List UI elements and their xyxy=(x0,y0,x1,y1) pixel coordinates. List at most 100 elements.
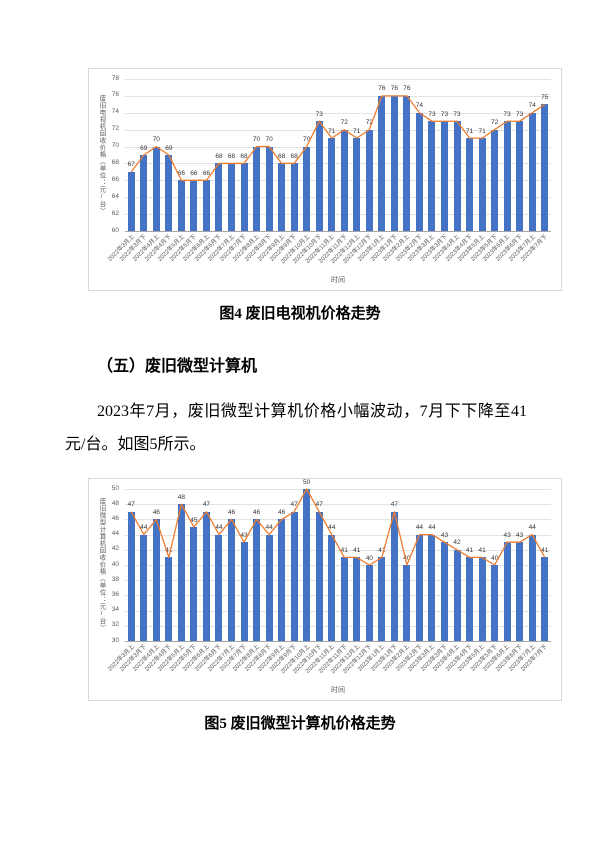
bar xyxy=(353,557,361,641)
data-label: 70 xyxy=(303,136,311,144)
data-label: 50 xyxy=(303,478,311,486)
data-label: 44 xyxy=(528,524,536,532)
gridline xyxy=(125,231,551,232)
data-label: 44 xyxy=(428,524,436,532)
data-label: 41 xyxy=(353,546,361,554)
data-label: 47 xyxy=(390,501,398,509)
data-label: 47 xyxy=(290,501,298,509)
data-label: 47 xyxy=(202,501,211,509)
data-label: 44 xyxy=(415,524,424,532)
y-tick-label: 70 xyxy=(111,142,119,150)
data-label: 46 xyxy=(277,508,286,516)
y-tick-label: 62 xyxy=(111,209,119,217)
bar xyxy=(215,163,223,231)
bar xyxy=(378,557,386,641)
bar xyxy=(403,565,411,641)
bar xyxy=(290,511,298,641)
bar xyxy=(127,171,135,231)
y-tick-label: 60 xyxy=(111,226,119,234)
bar xyxy=(265,146,273,231)
data-label: 73 xyxy=(315,110,323,118)
data-label: 43 xyxy=(240,531,248,539)
gridline xyxy=(125,610,551,612)
y-tick-label: 50 xyxy=(111,484,119,492)
bar xyxy=(315,511,323,641)
data-label: 47 xyxy=(315,501,323,509)
data-label: 48 xyxy=(177,493,185,501)
gridline xyxy=(125,565,551,566)
data-label: 41 xyxy=(378,546,386,554)
data-label: 70 xyxy=(252,136,261,144)
bar xyxy=(541,557,549,641)
y-tick-label: 38 xyxy=(111,575,119,583)
bar xyxy=(365,565,373,641)
data-label: 73 xyxy=(453,110,461,118)
y-tick-label: 76 xyxy=(111,91,119,99)
figure4-caption: 图4 废旧电视机价格走势 xyxy=(219,306,381,322)
gridline xyxy=(125,519,551,521)
bar xyxy=(378,95,386,231)
gridline xyxy=(125,595,551,597)
data-label: 73 xyxy=(428,110,436,118)
data-label: 75 xyxy=(541,93,549,101)
bar xyxy=(228,163,235,231)
y-tick-label: 32 xyxy=(111,621,119,629)
gridline xyxy=(125,112,551,114)
bar xyxy=(441,542,448,641)
data-label: 40 xyxy=(403,554,411,562)
y-tick-label: 40 xyxy=(111,560,119,568)
bar xyxy=(415,534,423,641)
bar xyxy=(265,534,273,641)
bar xyxy=(165,155,173,231)
bar xyxy=(140,155,148,231)
bar xyxy=(127,511,135,641)
tv-price-chart: 废旧电视机回收价格（单位：元/台） 60 62 64 66 68 70 72 74 76 78 6… xyxy=(88,68,562,291)
bar xyxy=(528,534,536,641)
bar xyxy=(491,565,499,641)
trend-line xyxy=(130,488,546,566)
bar xyxy=(428,121,436,231)
data-label: 41 xyxy=(465,546,474,554)
data-label: 41 xyxy=(541,546,549,554)
bar xyxy=(340,129,348,231)
y-tick-label: 44 xyxy=(111,530,119,538)
bar xyxy=(190,527,198,641)
y-tick-label: 66 xyxy=(111,175,119,183)
bar xyxy=(503,121,511,231)
data-label: 72 xyxy=(340,119,348,127)
gridline xyxy=(125,625,551,627)
gridline xyxy=(125,489,551,490)
data-label: 71 xyxy=(478,127,486,135)
y-tick-label: 30 xyxy=(111,636,119,644)
bar xyxy=(466,557,474,641)
data-label: 40 xyxy=(490,554,499,562)
bar xyxy=(478,557,486,641)
bar xyxy=(165,557,173,641)
data-label: 46 xyxy=(252,508,261,516)
bar xyxy=(415,112,423,231)
data-label: 72 xyxy=(365,119,373,127)
data-label: 47 xyxy=(127,501,135,509)
data-label: 45 xyxy=(190,516,198,524)
data-label: 43 xyxy=(440,531,449,539)
bar xyxy=(228,519,235,641)
gridline xyxy=(125,641,551,642)
bar xyxy=(290,163,298,231)
bar xyxy=(328,534,336,641)
section-heading: （五）废旧微型计算机 xyxy=(97,358,258,375)
bar xyxy=(215,534,223,641)
bar xyxy=(516,542,524,641)
data-label: 74 xyxy=(415,102,424,110)
bar xyxy=(428,534,436,641)
data-label: 41 xyxy=(478,546,486,554)
gridline xyxy=(125,214,551,216)
plot-wrapper: 30 32 34 36 38 40 42 44 46 48 50 47 44 46 41 48 45 47 44 4… xyxy=(107,479,551,698)
bar xyxy=(528,112,536,231)
gridline xyxy=(125,534,551,536)
body-paragraph: 2023年7月，废旧微型计算机价格小幅波动，7月下下降至41元/台。如图5所示。 xyxy=(65,403,527,453)
bar xyxy=(365,129,373,231)
plot-wrapper: 60 62 64 66 68 70 72 74 76 78 67 69 70 69 66 66 66 68 68 6… xyxy=(107,75,551,288)
data-label: 44 xyxy=(215,524,223,532)
data-label: 73 xyxy=(440,110,449,118)
